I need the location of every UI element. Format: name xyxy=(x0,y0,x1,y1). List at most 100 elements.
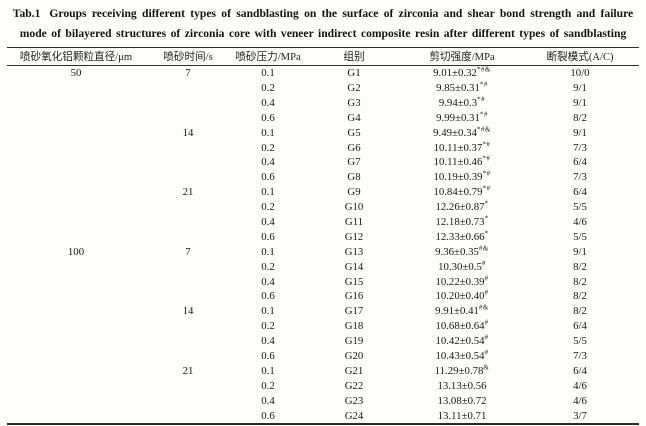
cell-sandblasting-time xyxy=(145,140,231,155)
col-header-group: 组别 xyxy=(343,52,365,63)
table-row: 50 7 0.1 G1 9.01±0.32*#& 10/0 xyxy=(7,66,639,81)
cell-sandblasting-time xyxy=(145,260,231,275)
cell-particle-diameter xyxy=(7,319,145,334)
cell-shear-strength: 10.11±0.37*# xyxy=(433,139,491,154)
table-row: 0.2 G6 10.11±0.37*# 7/3 xyxy=(7,140,639,155)
cell-group: G13 xyxy=(344,245,364,258)
significance-markers: # xyxy=(484,348,489,357)
table-row: 0.6 G16 10.20±0.40# 8/2 xyxy=(7,289,639,304)
cell-group: G14 xyxy=(344,260,364,273)
cell-shear-strength: 10.84±0.79*# xyxy=(433,184,491,199)
table-body: 50 7 0.1 G1 9.01±0.32*#& 10/0 0.2 G2 9.85±0.31*#… xyxy=(7,66,639,425)
table-caption-label: Tab.1 xyxy=(12,7,41,20)
table-row: 0.4 G7 10.11±0.46*# 6/4 xyxy=(7,155,639,170)
table-row: 21 0.1 G21 11.29±0.78& 6/4 xyxy=(7,364,639,379)
cell-shear-strength: 11.29±0.78& xyxy=(434,363,490,377)
cell-particle-diameter xyxy=(7,230,145,245)
cell-failure-mode: 5/5 xyxy=(573,201,587,214)
cell-shear-strength: 10.42±0.54# xyxy=(435,333,489,348)
cell-failure-mode: 8/2 xyxy=(573,290,587,303)
table-row: 14 0.1 G5 9.49±0.34*#& 9/1 xyxy=(7,126,639,141)
cell-group: G17 xyxy=(344,305,364,318)
cell-sandblasting-pressure: 0.1 xyxy=(261,364,275,377)
cell-sandblasting-time: 14 xyxy=(182,305,194,318)
table-row: 0.4 G11 12.18±0.73* 4/6 xyxy=(7,215,639,230)
col-header-failure-mode: 断裂模式(A/C) xyxy=(546,52,614,63)
table-row: 0.4 G15 10.22±0.39# 8/2 xyxy=(7,274,639,289)
significance-markers: *#& xyxy=(476,65,491,74)
cell-failure-mode: 8/2 xyxy=(573,275,587,288)
cell-sandblasting-pressure: 0.4 xyxy=(261,96,275,109)
cell-sandblasting-time xyxy=(145,349,231,364)
cell-particle-diameter xyxy=(7,155,145,170)
col-header-sandblasting-time: 喷砂时间/s xyxy=(163,52,213,63)
cell-failure-mode: 9/1 xyxy=(573,81,587,94)
significance-markers: & xyxy=(483,363,490,372)
cell-particle-diameter xyxy=(7,408,145,424)
cell-group: G10 xyxy=(344,201,364,214)
cell-sandblasting-pressure: 0.1 xyxy=(261,305,275,318)
cell-sandblasting-time xyxy=(145,274,231,289)
cell-group: G15 xyxy=(344,275,364,288)
table-row: 0.4 G23 13.08±0.72 4/6 xyxy=(7,394,639,409)
table-caption-line2: mode of bilayered structures of zirconia… xyxy=(19,27,627,40)
cell-group: G5 xyxy=(347,126,361,139)
significance-markers: *# xyxy=(479,80,488,89)
table-row: 0.6 G20 10.43±0.54# 7/3 xyxy=(7,349,639,364)
cell-group: G16 xyxy=(344,290,364,303)
cell-sandblasting-time: 21 xyxy=(182,186,194,199)
cell-shear-strength: 13.11±0.71 xyxy=(437,409,487,422)
cell-particle-diameter xyxy=(7,126,145,141)
significance-markers: *# xyxy=(479,110,488,119)
cell-particle-diameter xyxy=(7,304,145,319)
table-header-row: 喷砂氧化铝颗粒直径/μm 喷砂时间/s 喷砂压力/MPa 组别 剪切强度/MPa… xyxy=(7,47,639,66)
cell-group: G2 xyxy=(347,81,361,94)
cell-sandblasting-time xyxy=(145,379,231,394)
significance-markers: * xyxy=(484,229,489,238)
significance-markers: #& xyxy=(478,303,489,312)
cell-sandblasting-pressure: 0.6 xyxy=(261,171,275,184)
col-header-shear-strength: 剪切强度/MPa xyxy=(429,52,495,63)
cell-sandblasting-pressure: 0.1 xyxy=(261,186,275,199)
cell-particle-diameter xyxy=(7,274,145,289)
cell-failure-mode: 6/4 xyxy=(573,156,587,169)
cell-particle-diameter xyxy=(7,170,145,185)
cell-particle-diameter xyxy=(7,260,145,275)
cell-sandblasting-pressure: 0.6 xyxy=(261,230,275,243)
significance-markers: *#& xyxy=(476,125,491,134)
cell-sandblasting-time xyxy=(145,96,231,111)
cell-shear-strength: 13.08±0.72 xyxy=(437,394,487,407)
cell-particle-diameter xyxy=(7,394,145,409)
cell-sandblasting-pressure: 0.4 xyxy=(261,215,275,228)
cell-failure-mode: 7/3 xyxy=(573,349,587,362)
cell-sandblasting-time xyxy=(145,289,231,304)
cell-failure-mode: 7/3 xyxy=(573,171,587,184)
table-row: 0.6 G8 10.19±0.39*# 7/3 xyxy=(7,170,639,185)
table-row: 0.4 G3 9.94±0.3*# 9/1 xyxy=(7,96,639,111)
table-row: 0.2 G18 10.68±0.64# 6/4 xyxy=(7,319,639,334)
cell-sandblasting-pressure: 0.4 xyxy=(261,394,275,407)
cell-group: G3 xyxy=(347,96,361,109)
cell-sandblasting-pressure: 0.2 xyxy=(261,81,275,94)
cell-sandblasting-time xyxy=(145,155,231,170)
cell-group: G22 xyxy=(344,379,364,392)
cell-group: G8 xyxy=(347,171,361,184)
cell-failure-mode: 8/2 xyxy=(573,305,587,318)
cell-failure-mode: 6/4 xyxy=(573,186,587,199)
cell-group: G9 xyxy=(347,186,361,199)
cell-sandblasting-time xyxy=(145,170,231,185)
cell-sandblasting-pressure: 0.2 xyxy=(261,320,275,333)
cell-sandblasting-pressure: 0.4 xyxy=(261,156,275,169)
table-caption: Tab.1 Groups receiving different types of… xyxy=(0,0,646,44)
cell-group: G4 xyxy=(347,111,361,124)
cell-group: G20 xyxy=(344,349,364,362)
cell-failure-mode: 8/2 xyxy=(573,111,587,124)
significance-markers: *# xyxy=(482,169,491,178)
table-row: 0.2 G14 10.30±0.5# 8/2 xyxy=(7,260,639,275)
cell-sandblasting-time: 21 xyxy=(182,364,194,377)
table-row: 100 7 0.1 G13 9.36±0.35#& 9/1 xyxy=(7,245,639,260)
cell-shear-strength: 10.68±0.64# xyxy=(435,318,489,333)
cell-particle-diameter xyxy=(7,96,145,111)
cell-failure-mode: 4/6 xyxy=(573,215,587,228)
cell-shear-strength: 9.99±0.31*# xyxy=(436,110,488,124)
